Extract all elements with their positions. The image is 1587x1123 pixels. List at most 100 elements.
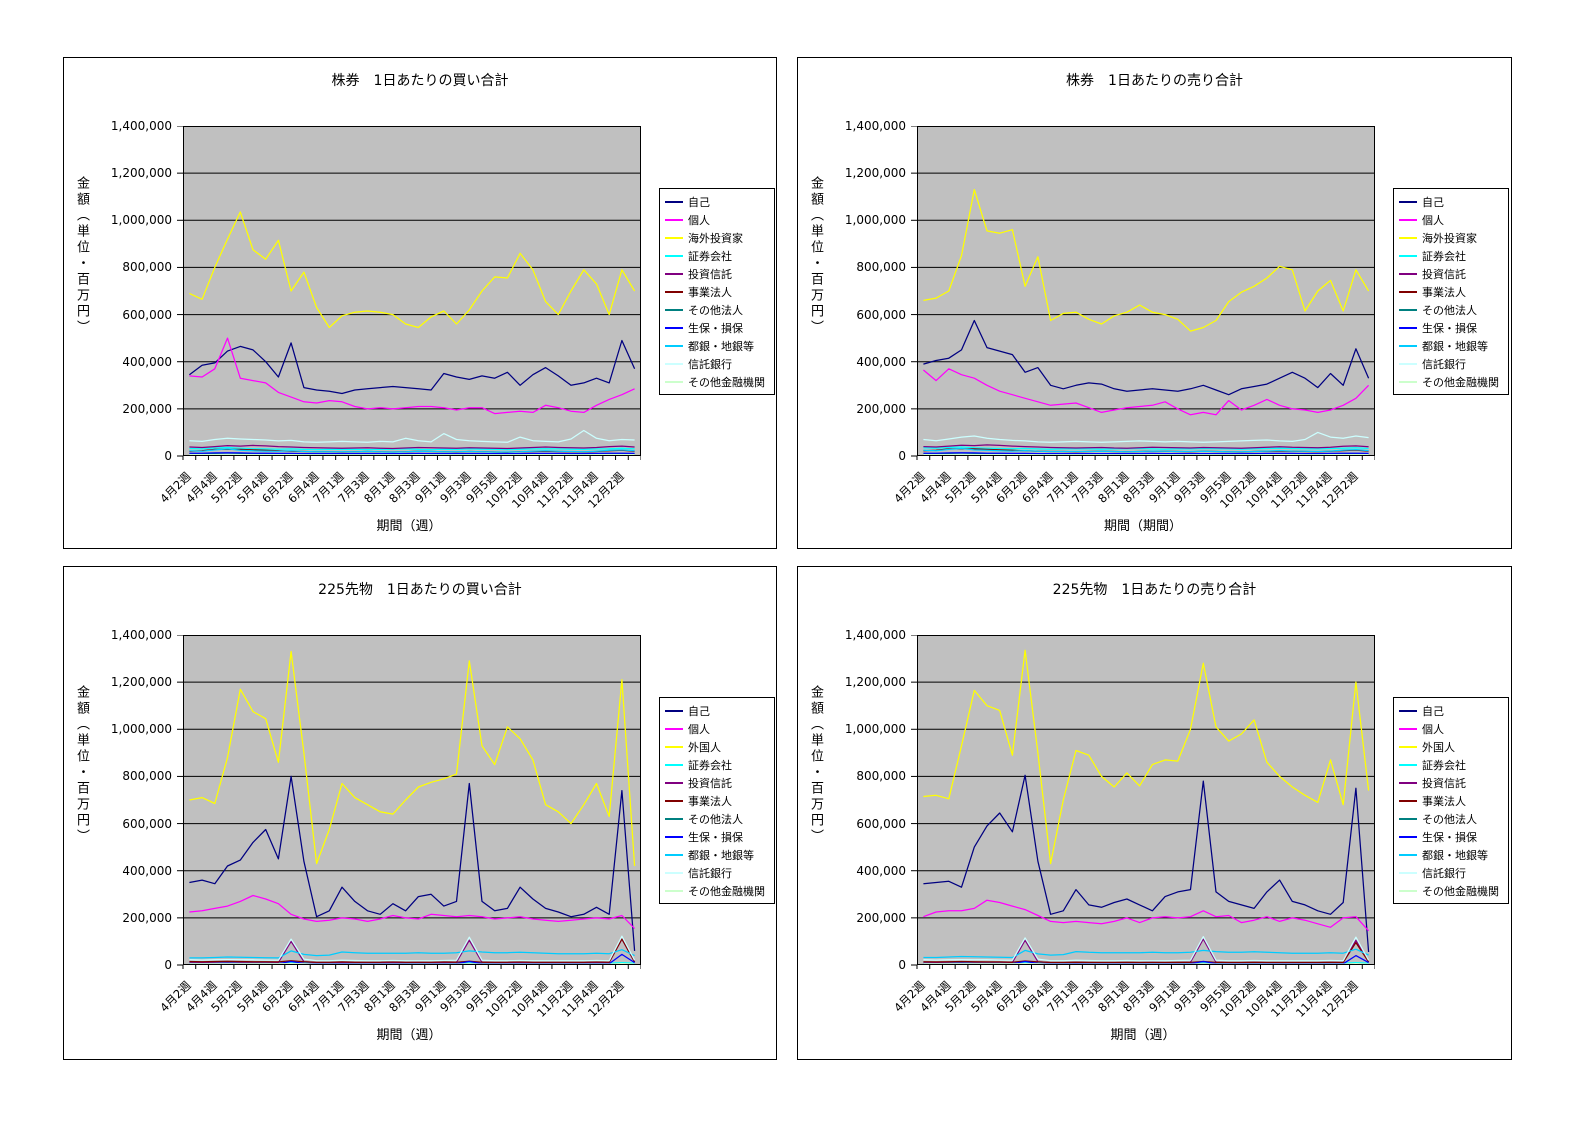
y-tick-label: 1,200,000: [110, 675, 172, 690]
legend-line-swatch: [665, 890, 683, 892]
legend-item: 個人: [1399, 211, 1506, 229]
legend-line-swatch: [1399, 854, 1417, 856]
legend-label: 信託銀行: [1422, 358, 1466, 371]
legend-item: その他法人: [665, 301, 772, 319]
legend-item: 信託銀行: [665, 355, 772, 373]
legend-line-swatch: [665, 872, 683, 874]
y-tick-label: 200,000: [856, 401, 906, 416]
legend-label: 投資信託: [688, 777, 732, 790]
legend-label: 都銀・地銀等: [1422, 849, 1488, 862]
legend-item: その他金融機関: [1399, 373, 1506, 391]
y-axis-title: 金額（単位・百万円）: [74, 176, 89, 336]
legend-label: 個人: [688, 214, 710, 227]
legend-item: 証券会社: [1399, 756, 1506, 774]
legend-line-swatch: [665, 255, 683, 257]
legend-item: その他法人: [1399, 810, 1506, 828]
plot-area: [177, 126, 641, 460]
legend-line-swatch: [665, 800, 683, 802]
legend-label: 都銀・地銀等: [1422, 340, 1488, 353]
y-tick-label: 800,000: [856, 260, 906, 275]
legend-line-swatch: [665, 818, 683, 820]
legend-item: 投資信託: [1399, 265, 1506, 283]
legend-line-swatch: [1399, 836, 1417, 838]
legend-label: 事業法人: [1422, 795, 1466, 808]
legend: 自己 個人 海外投資家 証券会社 投資信託 事業法人 その他法人 生保・損保 都銀・地銀等 信託銀…: [1393, 188, 1509, 395]
legend-line-swatch: [1399, 782, 1417, 784]
chart-title: 225先物 1日あたりの売り合計: [1052, 582, 1257, 598]
legend-line-swatch: [665, 219, 683, 221]
y-tick-label: 1,200,000: [844, 675, 906, 690]
legend: 自己 個人 外国人 証券会社 投資信託 事業法人 その他法人 生保・損保 都銀・地銀等 信託銀行そ…: [1393, 697, 1509, 904]
legend-line-swatch: [665, 273, 683, 275]
legend-line-swatch: [665, 345, 683, 347]
y-axis-title: 金額（単位・百万円）: [808, 685, 823, 845]
legend-item: その他法人: [665, 810, 772, 828]
legend-item: 証券会社: [665, 247, 772, 265]
legend-label: その他金融機関: [1422, 376, 1499, 389]
y-tick-label: 600,000: [122, 307, 172, 322]
legend-label: 事業法人: [688, 286, 732, 299]
legend-item: 都銀・地銀等: [1399, 846, 1506, 864]
y-tick-label: 400,000: [122, 863, 172, 878]
legend-item: 投資信託: [665, 774, 772, 792]
legend-line-swatch: [665, 764, 683, 766]
legend-line-swatch: [1399, 273, 1417, 275]
legend-label: 生保・損保: [1422, 831, 1477, 844]
legend-label: 自己: [688, 705, 710, 718]
legend-item: 事業法人: [1399, 283, 1506, 301]
legend-item: 都銀・地銀等: [665, 337, 772, 355]
y-tick-label: 1,000,000: [844, 213, 906, 228]
legend-label: 投資信託: [1422, 268, 1466, 281]
legend-label: その他金融機関: [688, 885, 765, 898]
chart-title: 株券 1日あたりの買い合計: [331, 73, 509, 89]
y-tick-label: 1,200,000: [110, 166, 172, 181]
legend-item: 生保・損保: [1399, 319, 1506, 337]
plot-area: [911, 635, 1375, 969]
y-tick-label: 0: [164, 449, 172, 463]
legend-line-swatch: [1399, 219, 1417, 221]
plot-area: [177, 635, 641, 969]
legend-line-swatch: [1399, 818, 1417, 820]
legend-item: 海外投資家: [1399, 229, 1506, 247]
legend-line-swatch: [1399, 890, 1417, 892]
legend-line-swatch: [1399, 363, 1417, 365]
chart-title: 225先物 1日あたりの買い合計: [318, 582, 522, 598]
legend-label: 証券会社: [1422, 250, 1466, 263]
y-tick-label: 600,000: [122, 816, 172, 831]
y-tick-label: 1,400,000: [110, 628, 172, 642]
y-tick-label: 1,400,000: [844, 628, 906, 642]
legend-label: 都銀・地銀等: [688, 340, 754, 353]
legend: 自己 個人 外国人 証券会社 投資信託 事業法人 その他法人 生保・損保 都銀・地銀等 信託銀行そ…: [659, 697, 775, 904]
y-tick-label: 400,000: [856, 863, 906, 878]
legend-line-swatch: [665, 782, 683, 784]
legend-label: 海外投資家: [1422, 232, 1477, 245]
legend-line-swatch: [665, 381, 683, 383]
legend-item: 個人: [665, 211, 772, 229]
legend-item: 生保・損保: [1399, 828, 1506, 846]
legend-line-swatch: [1399, 309, 1417, 311]
legend-item: 事業法人: [1399, 792, 1506, 810]
legend-label: 信託銀行: [688, 867, 732, 880]
legend-label: 外国人: [1422, 741, 1455, 754]
y-tick-label: 200,000: [856, 910, 906, 925]
y-tick-label: 1,400,000: [110, 119, 172, 133]
legend-label: 事業法人: [688, 795, 732, 808]
x-axis-title: 期間（週）: [376, 1028, 442, 1043]
x-axis-title: 期間（週）: [1110, 1028, 1176, 1043]
legend-line-swatch: [1399, 800, 1417, 802]
chart-panel-futures-buy: 225先物 1日あたりの買い合計 金額（単位・百万円） 0 200,000 400,…: [63, 566, 777, 1060]
plot-area: [911, 126, 1375, 460]
legend-line-swatch: [1399, 255, 1417, 257]
y-tick-label: 800,000: [856, 769, 906, 784]
y-tick-label: 400,000: [122, 354, 172, 369]
y-tick-label: 1,000,000: [844, 722, 906, 737]
legend-item: 生保・損保: [665, 319, 772, 337]
legend-label: 個人: [1422, 214, 1444, 227]
legend-item: その他法人: [1399, 301, 1506, 319]
legend-line-swatch: [1399, 237, 1417, 239]
y-tick-label: 400,000: [856, 354, 906, 369]
legend-item: 都銀・地銀等: [1399, 337, 1506, 355]
legend-item: 自己: [665, 702, 772, 720]
chart-title: 株券 1日あたりの売り合計: [1066, 73, 1243, 89]
